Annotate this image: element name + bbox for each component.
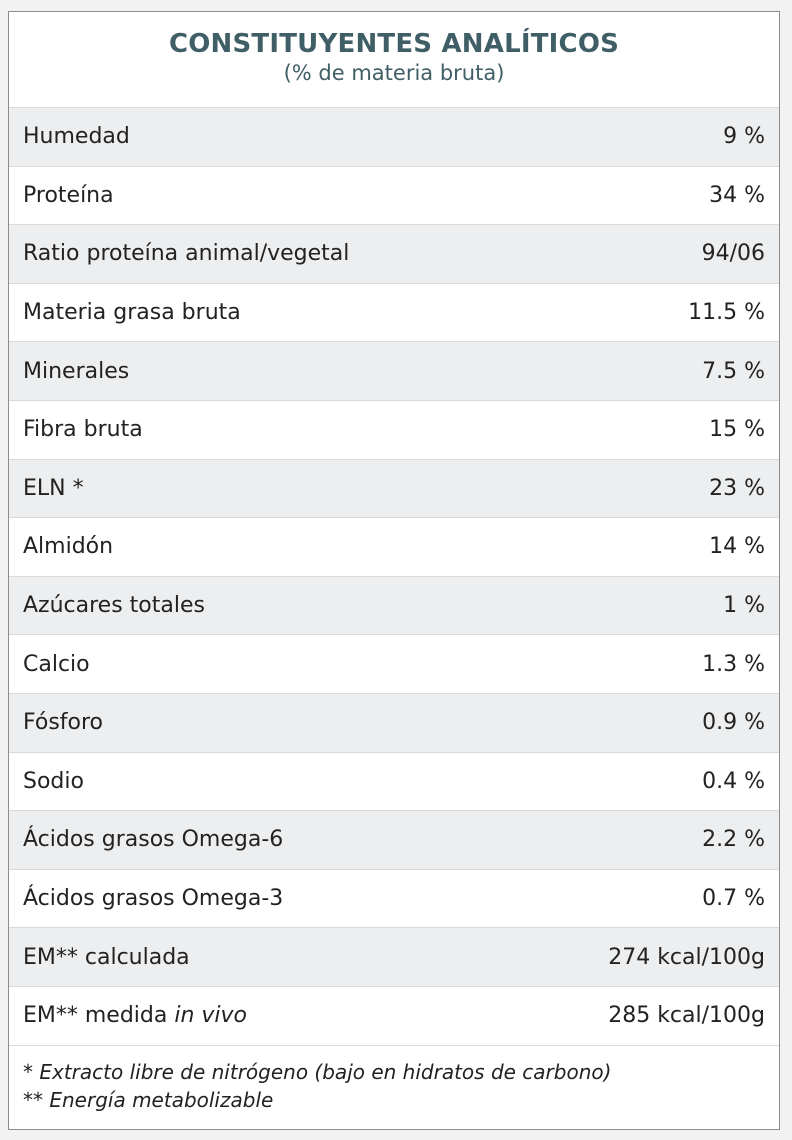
constituents-list: Humedad 9 % Proteína 34 % Ratio proteína… [9,107,779,1045]
table-subtitle: (% de materia bruta) [283,61,505,85]
row-label: Proteína [23,182,114,208]
row-label: Calcio [23,651,90,677]
row-label: Almidón [23,534,114,560]
row-value: 15 % [709,417,765,443]
table-header: CONSTITUYENTES ANALÍTICOS (% de materia … [9,12,779,107]
table-row: Almidón 14 % [9,517,779,576]
table-row: Azúcares totales 1 % [9,575,779,635]
row-value: 23 % [709,475,765,501]
row-value: 2.2 % [702,827,765,853]
row-value: 0.7 % [702,886,765,912]
footnote-eln: * Extracto libre de nitrógeno (bajo en h… [23,1059,612,1084]
row-value: 0.4 % [702,768,765,794]
table-row: Ácidos grasos Omega-6 2.2 % [9,810,779,869]
row-value: 0.9 % [702,710,765,736]
table-row: Humedad 9 % [9,107,779,166]
row-value: 1.3 % [702,651,765,677]
row-label: Humedad [23,124,130,150]
table-row: Fibra bruta 15 % [9,399,779,459]
table-row: Proteína 34 % [9,165,779,225]
table-row: EM** medida in vivo 285 kcal/100g [9,985,779,1045]
row-label: Azúcares totales [23,593,205,619]
row-label-italic: in vivo [174,1003,248,1029]
row-value: 9 % [723,124,765,150]
row-label: ELN * [23,475,84,501]
row-value: 7.5 % [702,358,765,384]
row-label: Materia grasa bruta [23,300,241,326]
row-value: 34 % [709,182,765,208]
row-label: Fósforo [23,710,104,736]
footnote-em: ** Energía metabolizable [23,1087,274,1112]
row-value: 274 kcal/100g [608,944,765,970]
row-label-prefix: EM** medida [23,1003,175,1029]
table-row: EM** calculada 274 kcal/100g [9,927,779,986]
row-label: Ácidos grasos Omega-3 [23,886,284,912]
table-row: Calcio 1.3 % [9,634,779,693]
row-label: Fibra bruta [23,417,143,443]
analytical-constituents-table: CONSTITUYENTES ANALÍTICOS (% de materia … [8,11,780,1130]
table-row: Minerales 7.5 % [9,341,779,400]
row-label: Ácidos grasos Omega-6 [23,827,284,853]
table-row: Materia grasa bruta 11.5 % [9,282,779,342]
row-value: 14 % [709,534,765,560]
row-label: Ratio proteína animal/vegetal [23,241,350,267]
table-row: Fósforo 0.9 % [9,692,779,752]
row-label: EM** calculada [23,944,190,970]
row-value: 11.5 % [688,300,765,326]
table-row: Ácidos grasos Omega-3 0.7 % [9,868,779,928]
row-label: EM** medida in vivo [23,1003,247,1028]
table-title: CONSTITUYENTES ANALÍTICOS [168,29,620,59]
row-value: 285 kcal/100g [608,1003,765,1029]
row-label: Minerales [23,358,130,384]
footnotes: * Extracto libre de nitrógeno (bajo en h… [9,1044,779,1114]
table-row: Ratio proteína animal/vegetal 94/06 [9,224,779,283]
table-row: Sodio 0.4 % [9,751,779,811]
row-value: 94/06 [701,241,765,267]
row-value: 1 % [723,593,765,619]
table-row: ELN * 23 % [9,458,779,518]
row-label: Sodio [23,768,84,794]
